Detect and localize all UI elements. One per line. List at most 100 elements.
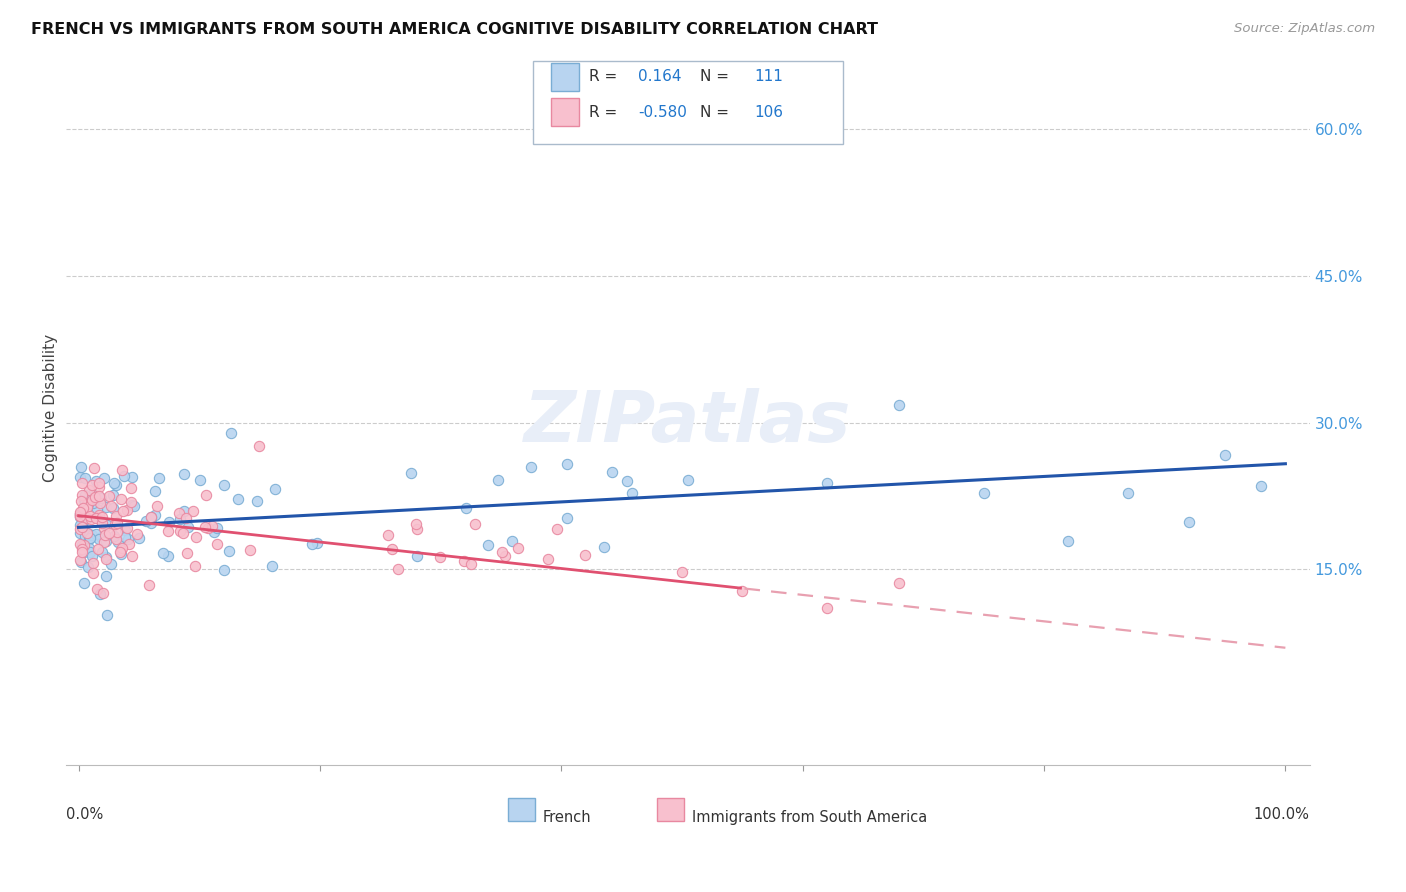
Point <box>557 457 579 471</box>
Point <box>1057 534 1080 549</box>
Point <box>72 501 94 516</box>
Point <box>263 482 285 496</box>
Point <box>73 471 96 485</box>
Point <box>101 488 124 502</box>
Point <box>103 500 125 515</box>
Point <box>77 483 100 498</box>
Point <box>173 504 195 518</box>
Point <box>120 495 142 509</box>
Point <box>202 525 225 540</box>
Point <box>82 487 104 501</box>
Point <box>122 499 145 513</box>
Point <box>177 520 200 534</box>
Point <box>79 508 101 523</box>
Point <box>114 523 136 537</box>
Point <box>138 578 160 592</box>
Point <box>80 493 103 508</box>
Point <box>115 521 138 535</box>
Text: N =: N = <box>700 70 730 85</box>
Point <box>139 516 162 531</box>
FancyBboxPatch shape <box>551 98 579 127</box>
Point <box>79 541 101 555</box>
Point <box>1213 448 1236 462</box>
Point <box>120 481 142 495</box>
Point <box>104 477 127 491</box>
Point <box>114 530 136 544</box>
Text: N =: N = <box>700 104 730 120</box>
Point <box>70 520 93 534</box>
Point <box>93 471 115 485</box>
Point <box>156 524 179 538</box>
Point <box>501 534 523 549</box>
Point <box>620 486 643 500</box>
Point <box>69 470 91 484</box>
Point <box>100 500 122 514</box>
Point <box>76 491 98 506</box>
Point <box>82 496 104 510</box>
Point <box>73 529 96 543</box>
Point <box>96 608 118 623</box>
Point <box>172 525 194 540</box>
Point <box>197 521 219 535</box>
Point <box>460 558 482 572</box>
Point <box>519 460 541 475</box>
Point <box>112 469 135 483</box>
Point <box>69 525 91 540</box>
Point <box>815 601 838 615</box>
Point <box>84 490 107 504</box>
Point <box>205 521 228 535</box>
Point <box>73 538 96 552</box>
Point <box>76 525 98 540</box>
Point <box>176 546 198 560</box>
Point <box>212 563 235 577</box>
Point <box>169 511 191 525</box>
Point <box>69 552 91 566</box>
Point <box>86 582 108 596</box>
Point <box>173 467 195 481</box>
Point <box>555 510 578 524</box>
Point <box>121 469 143 483</box>
Point <box>86 541 108 556</box>
Point <box>84 510 107 524</box>
Point <box>69 509 91 524</box>
Point <box>239 542 262 557</box>
Point <box>89 587 111 601</box>
Point <box>889 398 911 412</box>
Point <box>226 491 249 506</box>
Text: 106: 106 <box>754 104 783 120</box>
Point <box>84 526 107 541</box>
Point <box>115 503 138 517</box>
Point <box>127 527 149 541</box>
Point <box>219 426 242 441</box>
Y-axis label: Cognitive Disability: Cognitive Disability <box>44 334 58 482</box>
Point <box>377 528 399 542</box>
Point <box>80 512 103 526</box>
Point <box>184 558 207 573</box>
Point <box>105 525 128 540</box>
Point <box>174 511 197 525</box>
Point <box>87 510 110 524</box>
Point <box>401 466 423 480</box>
Point <box>104 516 127 531</box>
Point <box>80 549 103 564</box>
Point <box>110 491 132 506</box>
Point <box>246 493 269 508</box>
Point <box>72 487 94 501</box>
Point <box>1178 516 1201 530</box>
Point <box>307 536 329 550</box>
Point <box>546 523 568 537</box>
Point <box>128 531 150 545</box>
Point <box>193 519 215 533</box>
Text: Immigrants from South America: Immigrants from South America <box>692 810 927 825</box>
Text: 0.0%: 0.0% <box>66 806 104 822</box>
Point <box>73 495 96 509</box>
Point <box>93 528 115 542</box>
Point <box>75 511 97 525</box>
Point <box>90 509 112 524</box>
Point <box>212 478 235 492</box>
Point <box>145 484 167 499</box>
Point <box>69 523 91 537</box>
Point <box>79 531 101 545</box>
Point <box>72 492 94 507</box>
Point <box>105 516 128 531</box>
